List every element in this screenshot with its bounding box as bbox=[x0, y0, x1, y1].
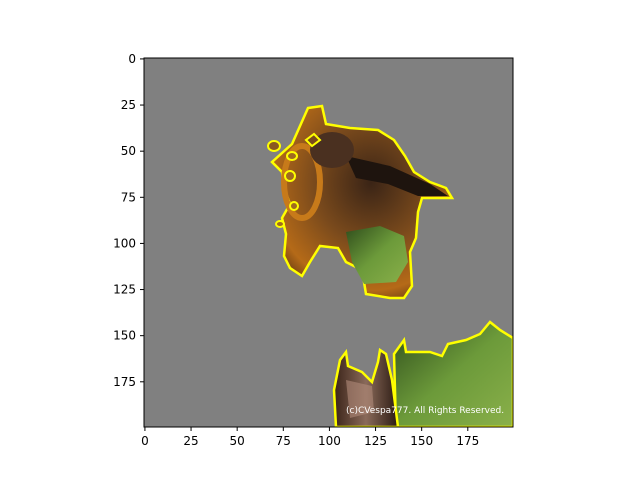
y-tick-label: 50 bbox=[121, 144, 136, 158]
y-tick-label: 25 bbox=[121, 98, 136, 112]
y-tick-label: 75 bbox=[121, 190, 136, 204]
insect-body-segment bbox=[332, 347, 400, 427]
y-tick-label: 125 bbox=[113, 283, 136, 297]
x-tick-label: 25 bbox=[183, 434, 198, 448]
x-tick-label: 175 bbox=[456, 434, 479, 448]
y-tick-label: 175 bbox=[113, 375, 136, 389]
x-tick-label: 150 bbox=[410, 434, 433, 448]
x-tick-label: 125 bbox=[364, 434, 387, 448]
x-tick-label: 75 bbox=[276, 434, 291, 448]
watermark-text: (c)CVespa777. All Rights Reserved. bbox=[346, 406, 504, 416]
y-tick-label: 150 bbox=[113, 329, 136, 343]
x-tick-label: 0 bbox=[141, 434, 149, 448]
insect-head-segment bbox=[267, 104, 455, 300]
y-axis: 0 25 50 75 100 125 150 175 bbox=[113, 52, 144, 389]
axes-frame bbox=[143, 57, 514, 428]
x-tick-label: 100 bbox=[318, 434, 341, 448]
leaf-segment bbox=[392, 320, 513, 427]
x-axis: 0 25 50 75 100 125 150 175 bbox=[141, 427, 479, 448]
image-area: (c)CVespa777. All Rights Reserved. bbox=[144, 58, 513, 427]
y-tick-label: 100 bbox=[113, 236, 136, 250]
x-tick-label: 50 bbox=[230, 434, 245, 448]
y-tick-label: 0 bbox=[128, 52, 136, 66]
